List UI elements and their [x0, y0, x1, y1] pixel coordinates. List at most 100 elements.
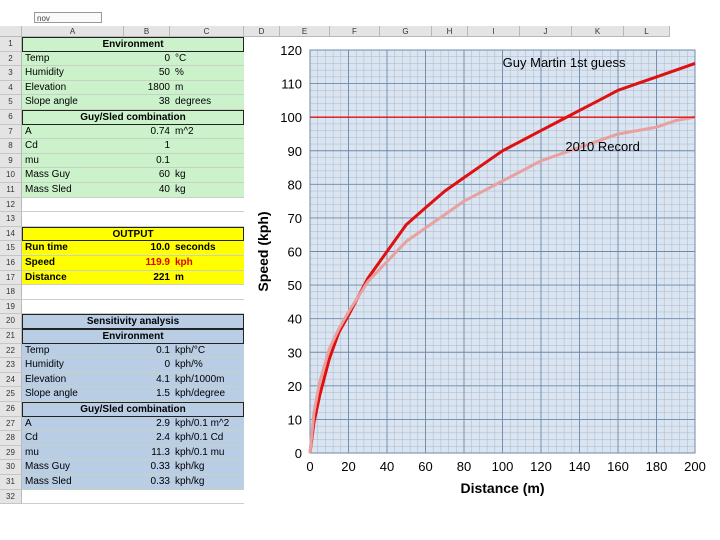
cell-unit[interactable]: kph/%	[175, 359, 203, 371]
cell-value[interactable]: 60	[158, 169, 170, 181]
row-number[interactable]: 17	[0, 270, 22, 286]
cell-unit[interactable]: kph/0.1 mu	[175, 446, 225, 458]
cell-label[interactable]: A	[25, 125, 32, 137]
cell-label[interactable]: Temp	[25, 344, 50, 356]
row-number[interactable]: 10	[0, 168, 22, 183]
row-number[interactable]: 2	[0, 51, 22, 67]
cell-value[interactable]: 40	[158, 184, 170, 195]
section-header-label[interactable]: Environment	[102, 331, 164, 342]
cell-value[interactable]: 119.9	[145, 257, 170, 268]
row-number[interactable]: 3	[0, 66, 22, 81]
cell-value[interactable]: 0.74	[150, 125, 170, 137]
column-header-d[interactable]: D	[244, 26, 280, 37]
cell-label[interactable]: Distance	[25, 271, 67, 283]
column-header-f[interactable]: F	[330, 26, 380, 37]
column-header-e[interactable]: E	[280, 26, 330, 37]
column-header-a[interactable]: A	[22, 26, 124, 37]
row-number[interactable]: 8	[0, 139, 22, 154]
cell-value[interactable]: 221	[153, 271, 170, 283]
cell-unit[interactable]: m	[175, 271, 184, 283]
cell-value[interactable]: 1.5	[156, 388, 170, 400]
cell-value[interactable]: 11.3	[151, 446, 170, 458]
cell-unit[interactable]: seconds	[175, 242, 216, 254]
row-number[interactable]: 16	[0, 256, 22, 271]
row-number[interactable]: 9	[0, 153, 22, 169]
row-number[interactable]: 26	[0, 402, 22, 417]
cell-label[interactable]: Cd	[25, 432, 38, 444]
row-number[interactable]: 18	[0, 285, 22, 300]
cell-label[interactable]: Temp	[25, 52, 50, 64]
cell-unit[interactable]: m^2	[175, 125, 194, 137]
cell-label[interactable]: mu	[25, 154, 39, 166]
cell-unit[interactable]: %	[175, 67, 184, 79]
cell-unit[interactable]: degrees	[175, 96, 212, 108]
cell-label[interactable]: A	[25, 417, 32, 429]
column-header-l[interactable]: L	[624, 26, 670, 37]
cell-label[interactable]: Cd	[25, 140, 38, 152]
row-number[interactable]: 19	[0, 299, 22, 315]
row-number[interactable]: 27	[0, 416, 22, 432]
cell-unit[interactable]: kph	[175, 257, 193, 268]
cell-value[interactable]: 50	[158, 67, 170, 79]
cell-value[interactable]: 0.33	[150, 461, 170, 473]
row-number[interactable]: 13	[0, 212, 22, 227]
cell-label[interactable]: Humidity	[25, 359, 64, 371]
row-number[interactable]: 1	[0, 37, 22, 52]
cell-label[interactable]: Mass Guy	[25, 169, 71, 181]
cell-unit[interactable]: kph/1000m	[175, 373, 225, 385]
cell-value[interactable]: 0.1	[156, 344, 170, 356]
row-number[interactable]: 6	[0, 110, 22, 125]
cell-value[interactable]: 0	[164, 359, 170, 371]
section-header-label[interactable]: Environment	[102, 39, 164, 50]
cell-unit[interactable]: kph/0.1 m^2	[175, 417, 230, 429]
row-number[interactable]: 21	[0, 329, 22, 344]
row-number[interactable]: 22	[0, 343, 22, 359]
cell-unit[interactable]: kph/kg	[175, 461, 205, 473]
cell-unit[interactable]: kph/degree	[175, 388, 226, 400]
name-box[interactable]: nov	[34, 12, 102, 23]
section-header-label[interactable]: Guy/Sled combination	[80, 112, 186, 123]
cell-value[interactable]: 2.4	[156, 432, 170, 444]
cell-value[interactable]: 38	[158, 96, 170, 108]
row-number[interactable]: 5	[0, 95, 22, 110]
section-header-label[interactable]: Sensitivity analysis	[86, 316, 180, 328]
cell-label[interactable]: Elevation	[25, 373, 67, 385]
cell-value[interactable]: 1	[164, 140, 170, 152]
column-header-g[interactable]: G	[380, 26, 432, 37]
row-number[interactable]: 12	[0, 197, 22, 213]
cell-value[interactable]: 2.9	[156, 417, 170, 429]
cell-unit[interactable]: m	[175, 81, 184, 93]
cell-label[interactable]: Mass Sled	[25, 184, 72, 195]
cell-value[interactable]: 10.0	[150, 242, 170, 254]
cell-label[interactable]: Speed	[25, 257, 56, 268]
row-number[interactable]: 24	[0, 372, 22, 388]
row-number[interactable]: 29	[0, 445, 22, 461]
cell-value[interactable]: 0.33	[150, 476, 170, 487]
cell-value[interactable]: 4.1	[156, 373, 170, 385]
corner-cell[interactable]	[0, 26, 22, 37]
row-number[interactable]: 15	[0, 241, 22, 256]
row-number[interactable]: 31	[0, 475, 22, 490]
section-header-label[interactable]: OUTPUT	[112, 228, 154, 240]
row-number[interactable]: 25	[0, 387, 22, 402]
cell-value[interactable]: 0	[164, 52, 170, 64]
cell-unit[interactable]: kph/°C	[175, 344, 206, 356]
row-number[interactable]: 14	[0, 226, 22, 242]
cell-label[interactable]: mu	[25, 446, 39, 458]
row-number[interactable]: 28	[0, 431, 22, 446]
row-number[interactable]: 23	[0, 358, 22, 373]
section-header-label[interactable]: Guy/Sled combination	[80, 404, 186, 415]
row-number[interactable]: 7	[0, 124, 22, 140]
cell-label[interactable]: Mass Sled	[25, 476, 72, 487]
cell-label[interactable]: Elevation	[25, 81, 67, 93]
column-header-h[interactable]: H	[432, 26, 468, 37]
column-header-k[interactable]: K	[572, 26, 624, 37]
column-header-c[interactable]: C	[170, 26, 244, 37]
cell-unit[interactable]: kph/kg	[175, 476, 205, 487]
cell-value[interactable]: 1800	[147, 81, 170, 93]
cell-label[interactable]: Slope angle	[25, 388, 78, 400]
cell-label[interactable]: Mass Guy	[25, 461, 71, 473]
cell-unit[interactable]: kg	[175, 184, 186, 195]
cell-unit[interactable]: °C	[175, 52, 187, 64]
row-number[interactable]: 32	[0, 489, 22, 505]
